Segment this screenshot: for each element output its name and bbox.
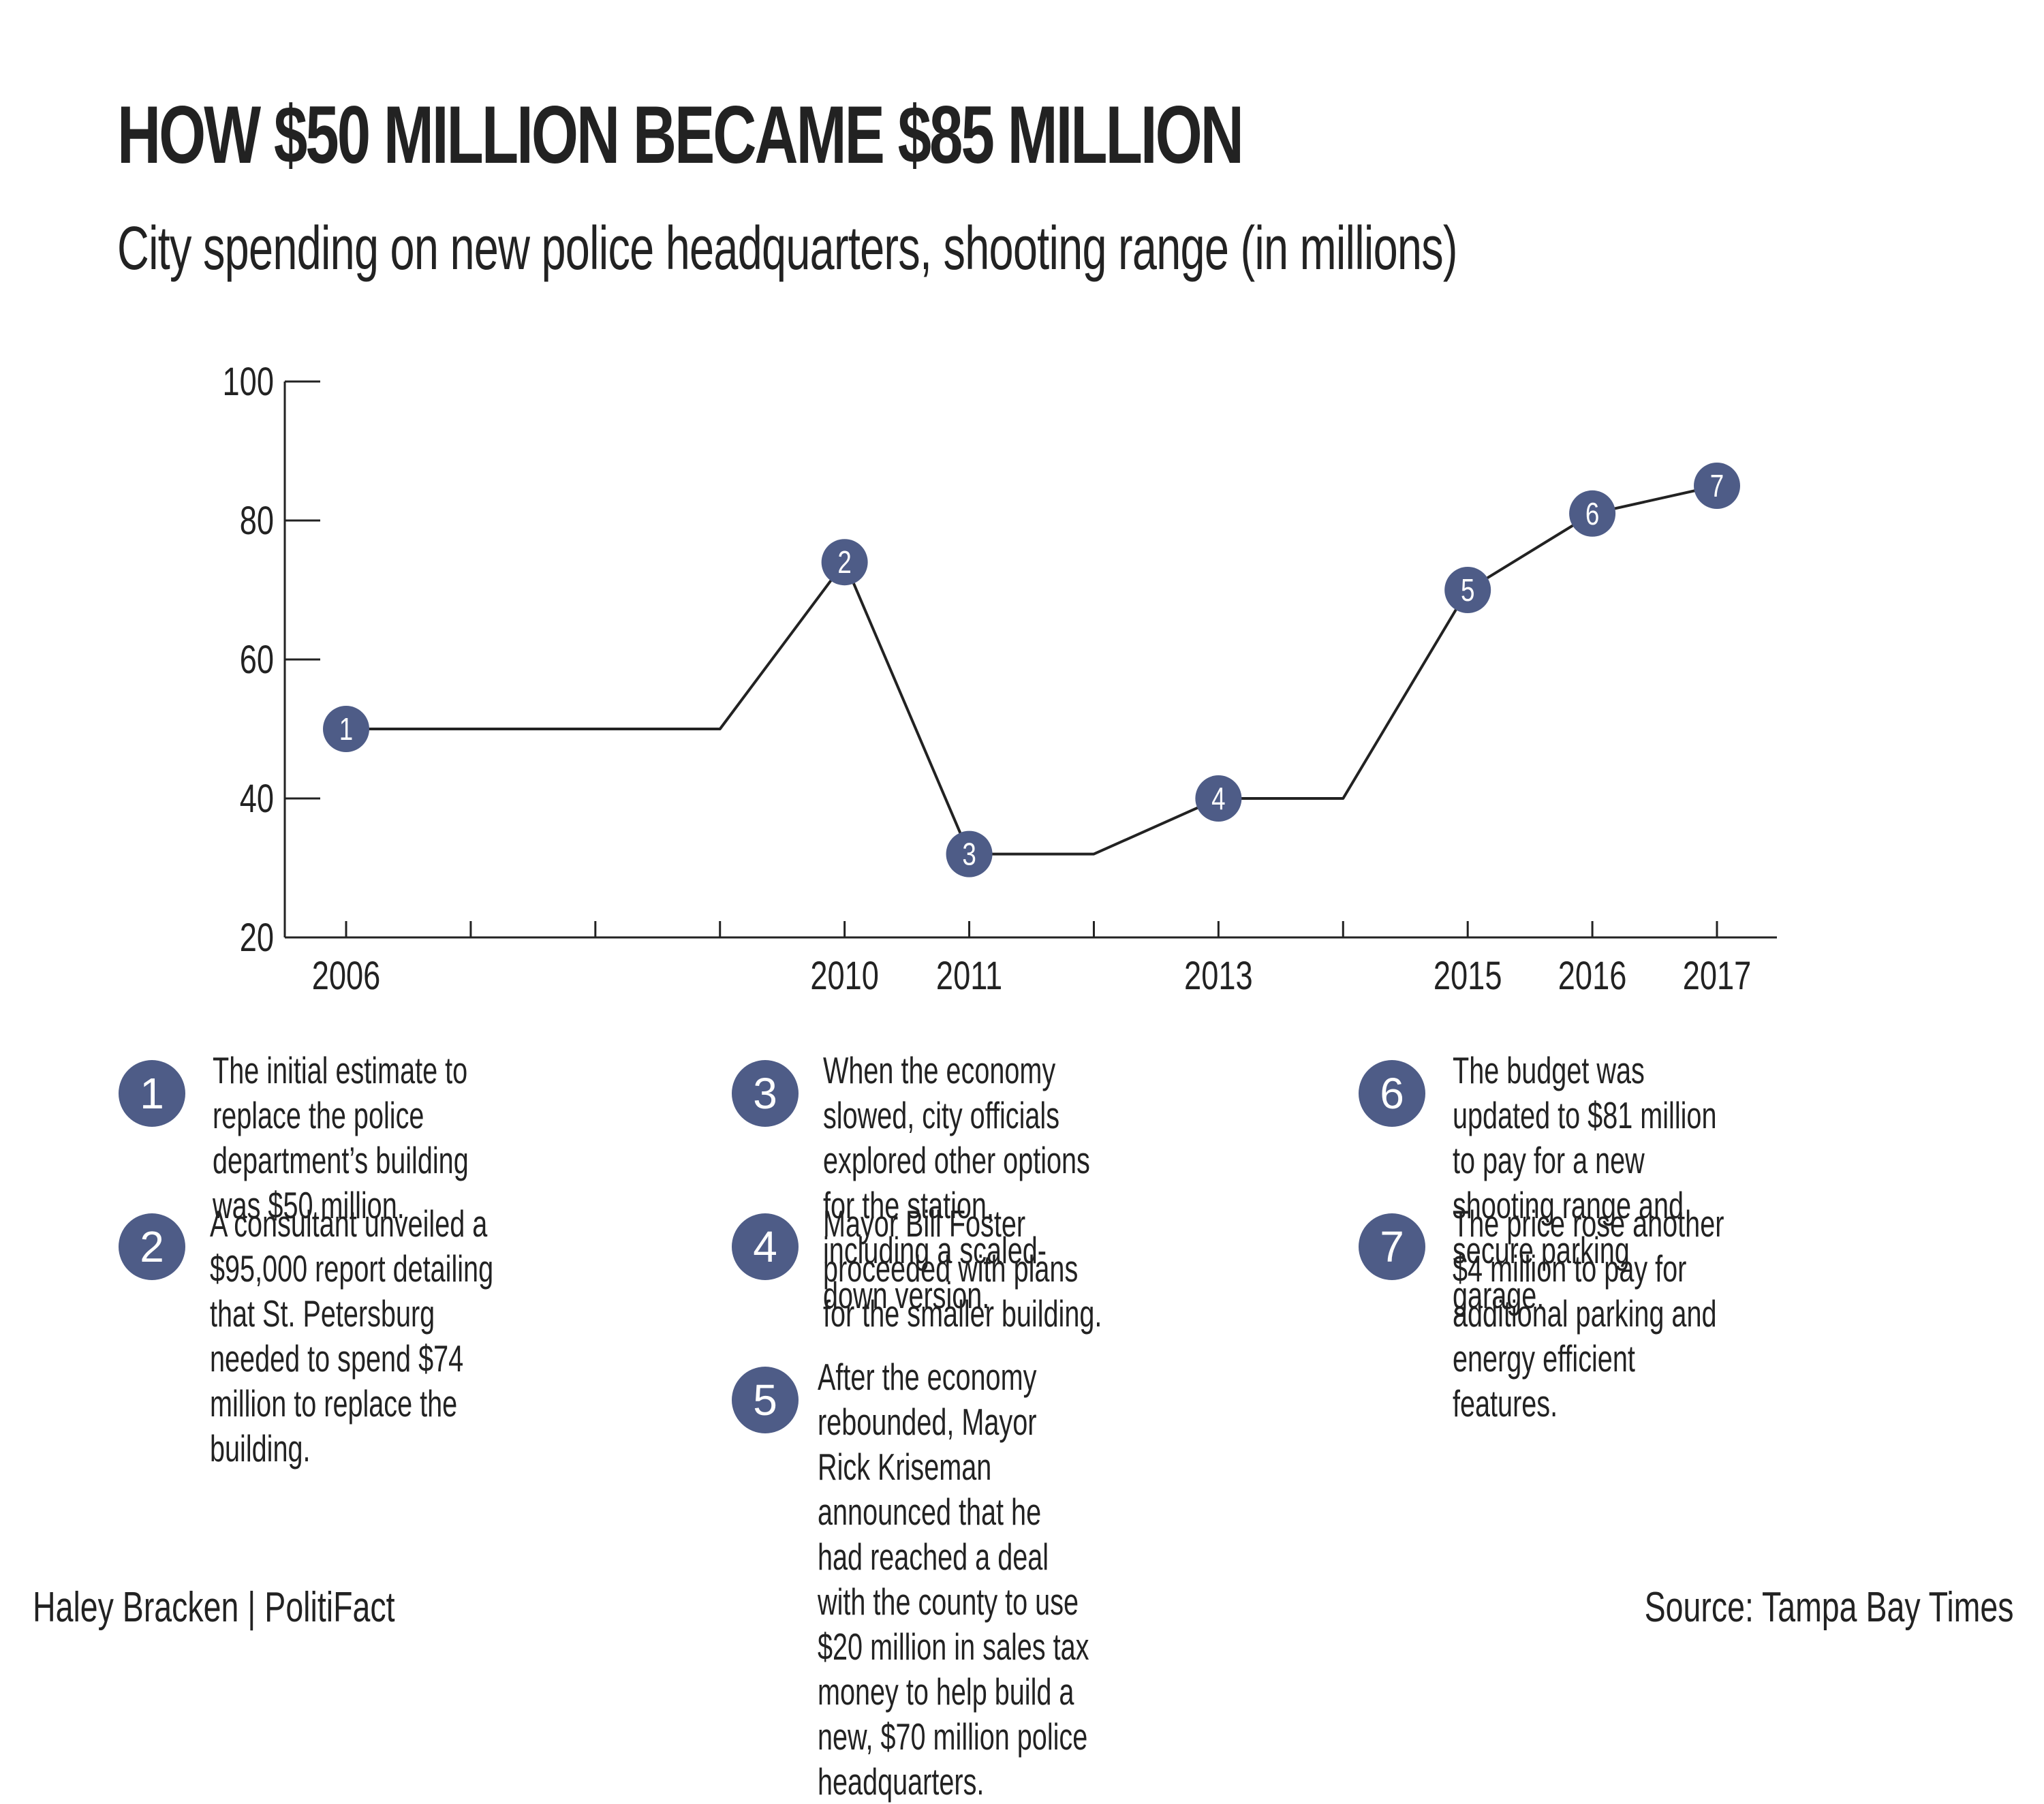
series-line [346, 484, 1718, 856]
x-tick-label-2017: 2017 [1683, 954, 1752, 999]
note-text-7: The price rose another $4 million to pay… [1453, 1202, 1724, 1425]
note-text-4: Mayor Bill Foster proceeded with plans f… [823, 1202, 1102, 1335]
note-badge-2: 2 [119, 1213, 185, 1280]
point-marker-5 [1444, 567, 1491, 613]
x-tick-label-2016: 2016 [1558, 954, 1627, 999]
note-badge-4: 4 [732, 1213, 799, 1280]
note-2: 2 A consultant unveiled a $95,000 report… [119, 1202, 732, 1469]
chart-subtitle: City spending on new police headquarters… [117, 215, 1457, 283]
note-1: 1 The initial estimate to replace the po… [119, 1049, 732, 1226]
point-marker-2 [821, 539, 868, 586]
point-label-2: 2 [837, 544, 851, 580]
y-tick-label-20: 20 [240, 916, 274, 961]
y-tick-label-100: 100 [223, 360, 274, 405]
note-text-5: After the economy rebounded, Mayor Rick … [818, 1356, 1089, 1803]
point-marker-1 [323, 706, 369, 752]
note-badge-3: 3 [732, 1060, 799, 1127]
credit-line: Haley Bracken | PolitiFact [33, 1584, 395, 1631]
point-marker-4 [1195, 775, 1242, 822]
x-tick-label-2010: 2010 [810, 954, 879, 999]
note-badge-7: 7 [1359, 1213, 1425, 1280]
note-badge-5: 5 [732, 1367, 799, 1433]
note-text-3: When the economy slowed, city officials … [823, 1049, 1090, 1316]
note-badge-6: 6 [1359, 1060, 1425, 1127]
line-chart: 20 40 60 80 100 2006 2010 2011 2013 2015 2016 2017 1… [223, 360, 1777, 999]
x-tick-label-2013: 2013 [1184, 954, 1253, 999]
y-tick-label-40: 40 [240, 777, 274, 822]
y-tick-label-60: 60 [240, 638, 274, 683]
point-marker-3 [946, 830, 993, 877]
note-badge-1: 1 [119, 1060, 185, 1127]
note-text-2: A consultant unveiled a $95,000 report d… [210, 1202, 494, 1469]
note-text-1: The initial estimate to replace the poli… [213, 1049, 469, 1226]
x-tick-label-2006: 2006 [312, 954, 381, 999]
source-line: Source: Tampa Bay Times [1645, 1584, 2014, 1631]
y-tick-label-80: 80 [240, 499, 274, 544]
x-tick-label-2011: 2011 [936, 954, 1002, 999]
point-marker-7 [1694, 463, 1740, 509]
note-5: 5 After the economy rebounded, Mayor Ric… [732, 1356, 1345, 1803]
note-4: 4 Mayor Bill Foster proceeded with plans… [732, 1202, 1345, 1350]
point-label-1: 1 [339, 711, 353, 747]
point-label-6: 6 [1585, 496, 1599, 531]
chart-title: HOW $50 MILLION BECAME $85 MILLION [117, 89, 1244, 181]
note-7: 7 The price rose another $4 million to p… [1359, 1202, 1972, 1425]
point-label-4: 4 [1211, 781, 1225, 816]
note-text-6: The budget was updated to $81 million to… [1453, 1049, 1717, 1316]
point-label-5: 5 [1461, 572, 1474, 608]
note-6: 6 The budget was updated to $81 million … [1359, 1049, 1972, 1316]
point-marker-6 [1569, 490, 1616, 537]
point-label-7: 7 [1710, 468, 1724, 503]
point-label-3: 3 [962, 837, 976, 872]
x-tick-label-2015: 2015 [1434, 954, 1502, 999]
note-3: 3 When the economy slowed, city official… [732, 1049, 1345, 1316]
